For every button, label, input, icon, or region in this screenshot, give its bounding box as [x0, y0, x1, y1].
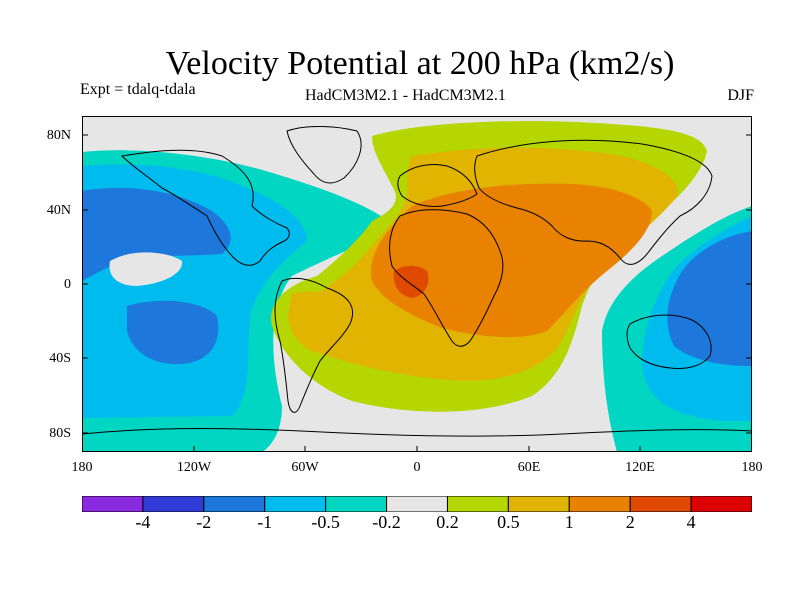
- lat-label-40s: 40S: [49, 351, 71, 366]
- lon-label-180w: 180: [71, 460, 93, 475]
- colorbar-swatch: [386, 496, 448, 512]
- colorbar: [82, 496, 752, 512]
- lat-label-40n: 40N: [46, 203, 71, 218]
- coast-africa: [389, 209, 504, 347]
- season-label: DJF: [727, 87, 754, 104]
- lon-label-60w: 60W: [291, 460, 319, 475]
- contour-pos05-samerica: [288, 291, 354, 354]
- colorbar-label: 0.5: [497, 512, 520, 532]
- contour-pos1-afro-eurasia: [371, 183, 652, 338]
- contour-pos2-africa: [393, 265, 429, 298]
- model-label: HadCM3M2.1 - HadCM3M2.1: [305, 87, 506, 104]
- colorbar-label: -0.2: [372, 512, 401, 532]
- contour-neg1-spacific: [127, 300, 219, 365]
- colorbar-label: -2: [196, 512, 212, 532]
- colorbar-label: -1: [257, 512, 273, 532]
- colorbar-label: -0.5: [311, 512, 340, 532]
- coast-south-america: [274, 277, 354, 413]
- colorbar-swatch: [325, 496, 388, 512]
- colorbar-swatch: [82, 496, 144, 512]
- colorbar-swatch: [629, 496, 692, 512]
- coast-antarctica: [82, 428, 752, 437]
- colorbar-label: 2: [625, 512, 635, 532]
- lat-label-80s: 80S: [49, 426, 71, 441]
- map-title: Velocity Potential at 200 hPa (km2/s): [165, 45, 675, 82]
- lon-label-60e: 60E: [517, 460, 541, 475]
- coastlines: [82, 125, 752, 437]
- lat-label-80n: 80N: [46, 128, 71, 143]
- velocity-potential-map: [82, 116, 752, 452]
- lon-label-180e: 180: [741, 460, 763, 475]
- colorbar-swatch: [446, 496, 509, 512]
- lon-label-120w: 120W: [176, 460, 212, 475]
- colorbar-swatch: [507, 496, 570, 512]
- coast-asia: [474, 139, 713, 265]
- colorbar-label: 4: [686, 512, 696, 532]
- colorbar-label: -4: [135, 512, 151, 532]
- colorbar-swatch: [264, 496, 327, 512]
- experiment-label: Expt = tdalq-tdala: [80, 81, 196, 98]
- coast-greenland: [286, 125, 362, 184]
- colorbar-label: 1: [564, 512, 574, 532]
- lat-label-0: 0: [64, 277, 71, 292]
- colorbar-label: 0.2: [436, 512, 459, 532]
- lon-label-120e: 120E: [625, 460, 655, 475]
- colorbar-swatch: [690, 496, 752, 512]
- colorbar-swatch: [568, 496, 631, 512]
- colorbar-swatch: [203, 496, 266, 512]
- coast-europe: [397, 163, 478, 207]
- contour-neg1-indopacific: [667, 231, 752, 366]
- contour-neutral-epacific: [109, 252, 183, 286]
- lon-label-0: 0: [413, 460, 421, 475]
- coast-north-america: [120, 149, 290, 266]
- colorbar-swatch: [142, 496, 205, 512]
- map-ticks: [82, 134, 752, 452]
- coast-australia: [626, 314, 712, 369]
